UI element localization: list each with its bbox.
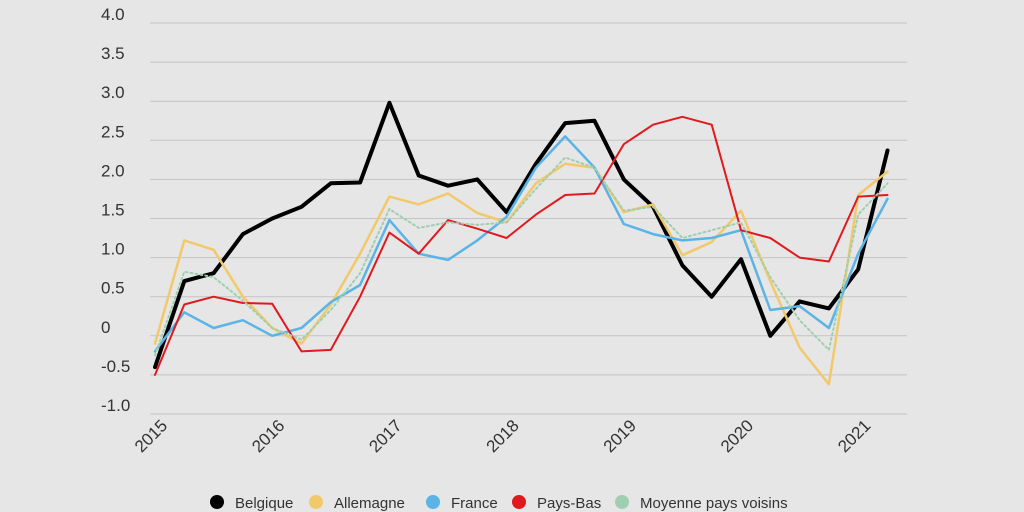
- x-tick-label: 2019: [600, 416, 640, 456]
- legend-marker: [210, 495, 224, 509]
- legend-marker: [615, 495, 629, 509]
- y-tick-label: 2.5: [101, 122, 125, 141]
- y-tick-label: 4.0: [101, 5, 125, 24]
- legend-marker: [512, 495, 526, 509]
- series-lines: [153, 100, 890, 386]
- series-line-moyenne-pays-voisins: [154, 156, 889, 357]
- legend-label: France: [451, 495, 498, 512]
- x-tick-label: 2015: [131, 416, 171, 456]
- x-tick-label: 2021: [834, 416, 874, 456]
- series-line-allemagne: [153, 162, 889, 386]
- x-tick-label: 2017: [365, 416, 405, 456]
- x-tick-label: 2018: [483, 416, 523, 456]
- legend-marker: [309, 495, 323, 509]
- x-tick-label: 2020: [717, 416, 757, 456]
- y-tick-label: 2.0: [101, 161, 125, 180]
- legend-label: Pays-Bas: [537, 495, 601, 512]
- x-axis-ticks: 2015 2016 2017 2018 2019 2020 2021: [131, 416, 874, 456]
- y-tick-label: 3.5: [101, 44, 125, 63]
- y-tick-label: -1.0: [101, 396, 130, 415]
- y-tick-label: 1.5: [101, 201, 125, 220]
- y-tick-label: 1.0: [101, 240, 125, 259]
- y-axis-ticks: 4.0 3.5 3.0 2.5 2.0 1.5 1.0 0.5 0 -0.5 -1.0: [101, 5, 130, 415]
- legend-label: Belgique: [235, 495, 293, 512]
- legend: Belgique Allemagne France Pays-Bas Moyenne p…: [210, 495, 788, 512]
- legend-marker: [426, 495, 440, 509]
- series-line-pays-bas: [154, 115, 889, 376]
- legend-label: Allemagne: [334, 495, 405, 512]
- grid-lines: [150, 22, 907, 415]
- x-tick-label: 2016: [248, 416, 288, 456]
- y-tick-label: 0: [101, 318, 110, 337]
- series-line-france: [153, 135, 889, 353]
- series-line-belgique: [153, 100, 890, 370]
- y-tick-label: 0.5: [101, 279, 125, 298]
- y-tick-label: -0.5: [101, 357, 130, 376]
- y-tick-label: 3.0: [101, 83, 125, 102]
- legend-label: Moyenne pays voisins: [640, 495, 788, 512]
